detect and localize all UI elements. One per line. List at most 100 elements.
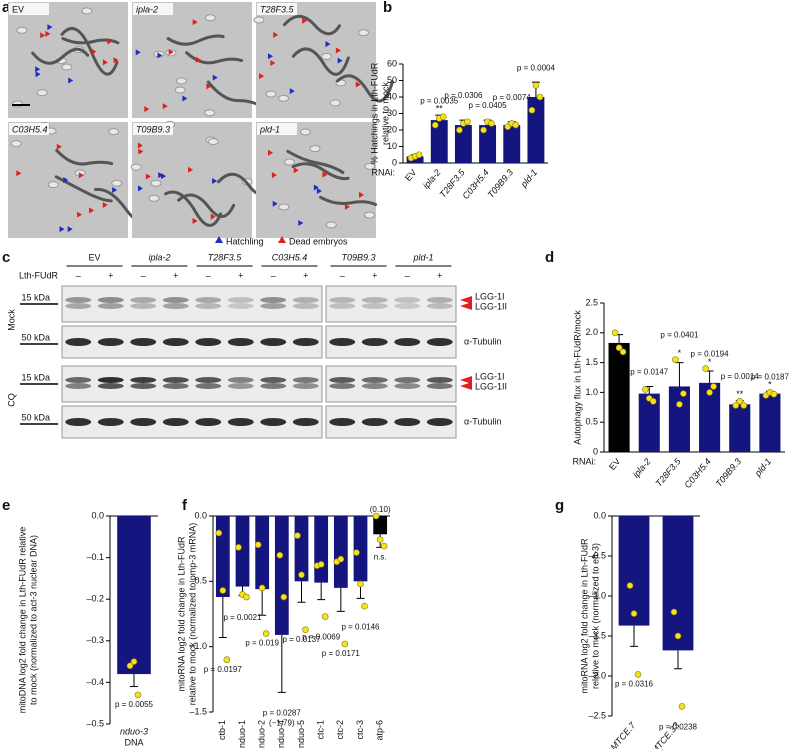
y-tick-label: 50 [387,75,397,85]
y-tick-label: –0.5 [86,718,104,728]
y-axis-title: Autophagy flux in Lth-FUdR/mock [572,310,582,445]
arrowhead [322,171,328,178]
band [162,377,189,383]
y-tick-label: 0.0 [593,510,606,520]
arrowhead [359,191,365,198]
y-axis-title: mitoRNA log2 fold change in Lth-FUdR [176,536,186,692]
embryo [204,14,216,22]
micrograph [132,122,252,238]
p-value: p = 0.0137 [282,635,321,644]
x-tick-label: T28F3.5 [654,456,684,489]
band-label: LGG-1II [475,381,507,391]
band-label: LGG-1I [475,371,505,381]
embryo [283,158,295,166]
p-value: p = 0.0316 [615,680,654,689]
band [292,303,319,309]
data-point [134,691,142,699]
band [97,297,124,303]
arrowhead [112,186,118,193]
embryo [358,29,370,37]
band [394,377,421,383]
band-label: LGG-1I [475,291,505,301]
data-point [532,82,540,89]
band [394,383,421,389]
data-point [280,593,288,601]
x-tick-label: nduo-4 [276,720,286,748]
legend-arrowhead [215,236,223,243]
blot [61,285,323,323]
p-value: p = 0.0401 [660,331,699,340]
arrowhead [16,170,22,177]
arrowhead [40,32,46,39]
micrograph [8,2,128,118]
sign: – [76,270,81,280]
bar [729,404,751,452]
bar [274,516,289,635]
x-tick-label: C03H5.4 [682,456,712,490]
embryo [150,179,162,187]
arrowhead [89,207,95,214]
band [394,297,421,303]
y-tick-label: 10 [387,141,397,151]
sign: + [437,270,442,280]
sign: + [238,270,243,280]
data-point [528,106,536,114]
arrowhead [35,66,41,73]
embryo [36,89,48,97]
band [195,338,222,346]
worm [164,190,223,227]
p-value: p = 0.0035 [420,96,459,105]
panel-label: c [2,249,10,266]
scale-bar [12,104,30,106]
embryo [148,194,160,202]
bar [314,516,329,583]
band [292,338,319,346]
p-value: p = 0.0187 [751,372,790,381]
error-bar [674,650,682,670]
data-point [258,584,266,592]
band [227,377,254,383]
worm [291,162,350,181]
band [227,338,254,346]
arrowhead [113,57,119,64]
data-point [702,365,709,372]
arrowhead [355,81,361,88]
y-tick-label: 1.5 [585,357,598,367]
bar [618,516,650,626]
band [130,297,157,303]
error-bar [336,587,345,612]
band [97,338,124,346]
arrowhead [68,77,74,84]
p-value: p = 0.0287 [263,709,302,718]
lane-label: T28F3.5 [208,252,243,262]
legend-label: Dead embryos [289,236,348,246]
embryo [325,221,337,229]
arrowhead [162,103,168,110]
data-point [276,551,284,559]
y-tick-label: 0 [392,157,397,167]
band [292,418,319,426]
image-label: C03H5.4 [12,124,48,134]
data-point [641,386,649,393]
band-arrow [460,302,472,310]
band [394,303,421,309]
data-point [219,587,227,594]
data-point [649,398,657,405]
band [195,383,222,389]
blot [325,285,457,323]
marker-label: 50 kDa [21,332,50,342]
band [361,303,388,309]
y-tick-label: –2.0 [588,670,606,680]
embryo [130,163,142,171]
data-point [736,398,744,405]
worm [286,149,345,174]
arrowhead [344,203,350,210]
band [292,297,319,303]
band [292,383,319,389]
data-point [732,402,740,409]
band [162,303,189,309]
image-label-bg [133,123,173,135]
band [426,377,453,383]
significance: ** [436,104,444,114]
data-point [431,121,439,129]
